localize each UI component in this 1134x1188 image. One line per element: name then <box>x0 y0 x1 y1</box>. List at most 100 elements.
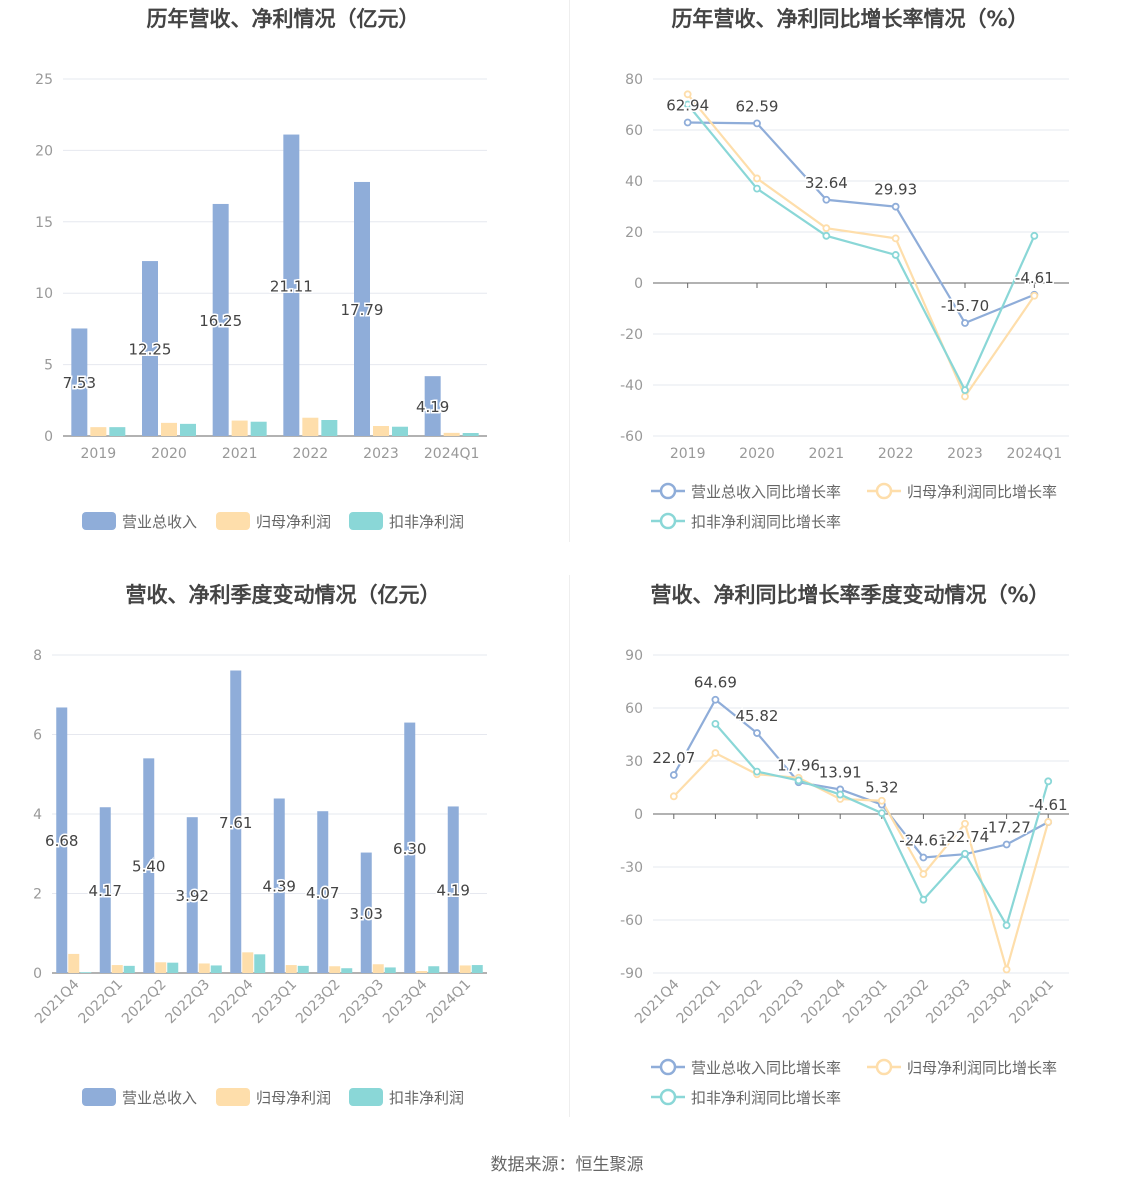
line-data-label: -4.61 <box>1029 796 1068 814</box>
x-tick-label: 2019 <box>670 446 706 462</box>
y-tick-label: 0 <box>33 966 42 982</box>
line-data-label: -22.74 <box>941 828 989 846</box>
line-point <box>877 796 886 805</box>
bar-data-label: 5.40 <box>132 858 165 876</box>
quarterly-growth-chart: 营收、净利同比增长率季度变动情况（%） -90 -60 -30 0 30 60 90 2021Q… <box>567 576 1134 1152</box>
x-tick-label: 2023Q3 <box>923 977 974 1028</box>
legend-label: 营业总收入同比增长率 <box>691 1059 841 1077</box>
line-point <box>822 195 831 204</box>
quarterly-amount-chart: 营收、净利季度变动情况（亿元） 0 2 4 6 8 2021Q4 2022Q1 2022Q2 20… <box>0 576 567 1152</box>
line-point <box>961 386 969 395</box>
x-tick-label: 2020 <box>739 446 775 462</box>
x-tick-label: 2022Q1 <box>674 977 725 1028</box>
legend-marker <box>659 1088 677 1106</box>
legend-label: 归母净利润同比增长率 <box>907 1059 1057 1077</box>
bar-revenue <box>273 798 285 973</box>
y-tick-label: 40 <box>625 174 643 190</box>
line-point <box>683 118 692 127</box>
bar-data-label: 4.39 <box>263 878 296 896</box>
line-point <box>822 224 831 233</box>
line-point <box>794 776 803 785</box>
line-data-label: 17.96 <box>777 756 820 774</box>
line-series-revenue-growth <box>672 698 1049 859</box>
bar-revenue <box>143 758 155 973</box>
y-tick-label: 10 <box>35 286 53 302</box>
bar-deducted-profit <box>428 966 440 973</box>
bar-deducted-profit <box>297 965 309 973</box>
x-tick-label: 2023Q1 <box>840 977 891 1028</box>
bar-net-profit <box>373 426 389 436</box>
legend-swatch <box>349 512 383 530</box>
line-data-label: 45.82 <box>736 707 779 725</box>
bar-deducted-profit <box>123 965 135 973</box>
bar-net-profit <box>416 971 428 973</box>
legend-label: 营业总收入 <box>122 1089 197 1107</box>
line-point <box>877 809 886 818</box>
bar-net-profit <box>90 427 107 436</box>
x-tick-label: 2023Q4 <box>380 976 431 1027</box>
line-series-net-profit-growth <box>673 751 1050 974</box>
chart-title: 营收、净利季度变动情况（亿元） <box>126 583 441 607</box>
y-tick-label: -20 <box>620 327 643 343</box>
bar-net-profit <box>242 952 254 973</box>
line-data-label: -17.27 <box>982 819 1030 837</box>
quarterly-growth-svg: 营收、净利同比增长率季度变动情况（%） -90 -60 -30 0 30 60 90 2021Q… <box>620 583 1069 1107</box>
x-tick-label: 2023Q1 <box>249 977 300 1028</box>
line-point <box>822 231 831 240</box>
x-tick-label: 2023 <box>947 446 983 462</box>
quarterly-amount-svg: 营收、净利季度变动情况（亿元）024682021Q42022Q12022Q220… <box>32 583 487 1107</box>
line-point <box>961 849 969 858</box>
bar-data-label: 16.25 <box>199 312 242 330</box>
bar-data-label: 21.11 <box>270 277 313 295</box>
bar-data-label: 4.07 <box>306 884 339 902</box>
bar-deducted-profit <box>384 967 396 973</box>
x-tick-label: 2023Q2 <box>293 977 344 1028</box>
panel-divider-top <box>569 0 570 542</box>
bar-data-label: 3.03 <box>350 905 383 923</box>
bar-revenue <box>404 722 416 973</box>
line-data-label: -4.61 <box>1015 269 1054 287</box>
bar-net-profit <box>198 963 210 973</box>
bar-deducted-profit <box>254 954 266 973</box>
line-point <box>1030 291 1039 300</box>
data-source-note: 数据来源：恒生聚源 <box>490 1155 644 1175</box>
bar-net-profit <box>111 965 123 973</box>
line-point <box>961 319 969 327</box>
line-data-label: 32.64 <box>805 174 848 192</box>
legend-swatch <box>349 1088 383 1106</box>
x-tick-label: 2021 <box>222 446 258 462</box>
y-tick-label: 60 <box>625 701 643 717</box>
legend-marker <box>875 1058 893 1076</box>
line-point <box>753 184 761 193</box>
x-tick-label: 2023 <box>363 446 399 462</box>
bar-deducted-profit <box>341 968 353 973</box>
line-point <box>1002 921 1011 930</box>
bar-deducted-profit <box>210 965 222 973</box>
legend-marker <box>875 482 893 500</box>
bar-data-label: 4.19 <box>416 398 449 416</box>
legend-swatch <box>82 512 116 530</box>
line-point <box>711 695 720 704</box>
legend-swatch <box>216 512 250 530</box>
x-tick-label: 2022 <box>878 446 914 462</box>
y-tick-label: 5 <box>44 358 53 374</box>
bar-net-profit <box>161 422 177 436</box>
line-series-revenue-growth <box>687 121 1035 325</box>
bar-deducted-profit <box>80 972 92 973</box>
x-tick-label: 2022Q4 <box>798 976 849 1027</box>
y-tick-label: 20 <box>625 225 643 241</box>
line-point <box>753 119 761 128</box>
bar-data-label: 6.68 <box>45 832 78 850</box>
legend-label: 扣非净利润 <box>389 513 464 531</box>
legend-label: 归母净利润 <box>256 513 331 531</box>
bar-revenue <box>283 134 300 436</box>
line-data-label: 22.07 <box>652 749 695 767</box>
line-point <box>919 895 928 904</box>
legend-label: 营业总收入同比增长率 <box>691 483 841 501</box>
bar-data-label: 4.19 <box>437 882 470 900</box>
legend-label: 营业总收入 <box>122 513 197 531</box>
bar-revenue <box>447 806 459 973</box>
line-point <box>1002 965 1011 974</box>
line-point <box>891 251 900 259</box>
bar-revenue <box>354 181 370 436</box>
